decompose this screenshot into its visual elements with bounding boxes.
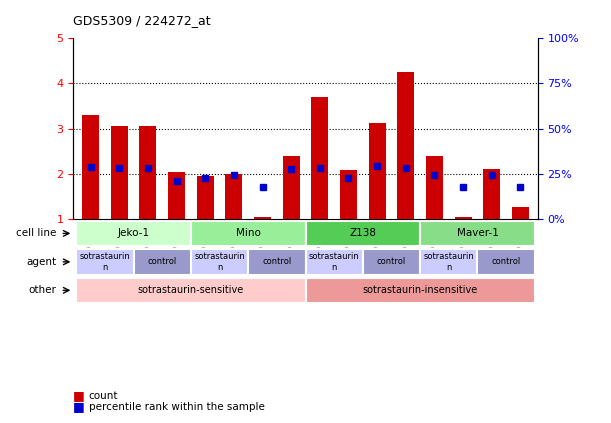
Text: GDS5309 / 224272_at: GDS5309 / 224272_at bbox=[73, 14, 211, 27]
Bar bbox=[483, 169, 500, 219]
Text: control: control bbox=[262, 257, 291, 266]
Bar bbox=[311, 97, 329, 219]
Text: Z138: Z138 bbox=[349, 228, 376, 239]
FancyBboxPatch shape bbox=[477, 249, 535, 275]
FancyBboxPatch shape bbox=[76, 249, 134, 275]
Bar bbox=[82, 115, 99, 219]
Text: sotrastaurin-sensitive: sotrastaurin-sensitive bbox=[137, 286, 244, 295]
Text: cell line: cell line bbox=[16, 228, 56, 239]
Bar bbox=[197, 176, 214, 219]
FancyBboxPatch shape bbox=[306, 221, 420, 246]
Text: ■: ■ bbox=[73, 389, 85, 402]
Bar bbox=[254, 217, 271, 219]
Bar bbox=[397, 72, 414, 219]
FancyBboxPatch shape bbox=[191, 249, 248, 275]
Text: Maver-1: Maver-1 bbox=[456, 228, 499, 239]
Text: ■: ■ bbox=[73, 401, 85, 413]
Text: sotrastaurin-insensitive: sotrastaurin-insensitive bbox=[362, 286, 478, 295]
Text: Mino: Mino bbox=[236, 228, 261, 239]
Text: other: other bbox=[28, 286, 56, 295]
Bar bbox=[512, 206, 529, 219]
Text: Jeko-1: Jeko-1 bbox=[117, 228, 150, 239]
Text: sotrastaurin
n: sotrastaurin n bbox=[309, 252, 359, 272]
Text: sotrastaurin
n: sotrastaurin n bbox=[194, 252, 245, 272]
Bar bbox=[111, 126, 128, 219]
Bar bbox=[426, 156, 443, 219]
FancyBboxPatch shape bbox=[306, 277, 535, 303]
FancyBboxPatch shape bbox=[420, 221, 535, 246]
Bar bbox=[282, 156, 300, 219]
Text: agent: agent bbox=[26, 257, 56, 267]
Text: sotrastaurin
n: sotrastaurin n bbox=[423, 252, 474, 272]
Text: control: control bbox=[147, 257, 177, 266]
FancyBboxPatch shape bbox=[191, 221, 306, 246]
Bar bbox=[139, 126, 156, 219]
Text: sotrastaurin
n: sotrastaurin n bbox=[79, 252, 130, 272]
FancyBboxPatch shape bbox=[134, 249, 191, 275]
Bar bbox=[368, 123, 386, 219]
FancyBboxPatch shape bbox=[76, 277, 306, 303]
Text: percentile rank within the sample: percentile rank within the sample bbox=[89, 402, 265, 412]
Text: control: control bbox=[491, 257, 521, 266]
Bar bbox=[168, 172, 185, 219]
Text: count: count bbox=[89, 390, 118, 401]
FancyBboxPatch shape bbox=[306, 249, 363, 275]
FancyBboxPatch shape bbox=[420, 249, 477, 275]
FancyBboxPatch shape bbox=[363, 249, 420, 275]
Bar bbox=[455, 217, 472, 219]
Text: control: control bbox=[377, 257, 406, 266]
Bar bbox=[340, 170, 357, 219]
FancyBboxPatch shape bbox=[76, 221, 191, 246]
Bar bbox=[225, 174, 243, 219]
FancyBboxPatch shape bbox=[248, 249, 306, 275]
